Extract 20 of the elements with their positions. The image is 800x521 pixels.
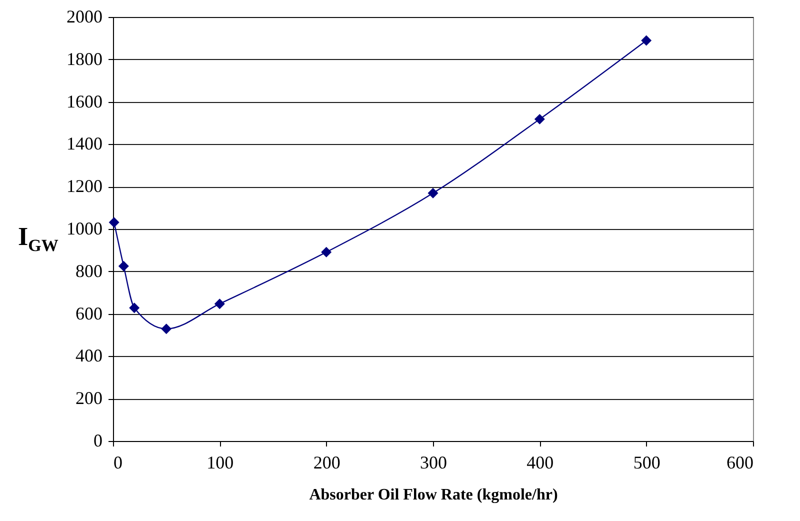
y-tick-label: 1000 [66,218,102,238]
y-axis-title: I$_{GW}$ [18,222,58,256]
x-tick-label: 100 [206,452,234,472]
y-tick-label: 1400 [66,134,102,154]
x-axis-title: Absorber Oil Flow Rate (kgmole/hr) [309,486,558,504]
y-tick-label: 1600 [66,91,102,112]
x-tick-label: 200 [313,452,340,472]
y-tick-label: 800 [76,260,102,281]
x-tick-label: 500 [633,452,660,472]
y-tick-label: 1200 [66,176,102,196]
y-tick-label: 200 [76,388,102,408]
x-tick-label: 300 [420,452,447,472]
x-tick-label: 600 [726,452,754,472]
y-tick-label: 400 [76,346,102,366]
x-tick-label: 400 [526,452,554,472]
y-tick-label: 1800 [66,48,102,69]
y-tick-label: 0 [94,430,102,450]
y-tick-label: 2000 [66,6,102,26]
x-tick-label: 0 [114,452,122,472]
y-tick-label: 600 [76,303,102,324]
